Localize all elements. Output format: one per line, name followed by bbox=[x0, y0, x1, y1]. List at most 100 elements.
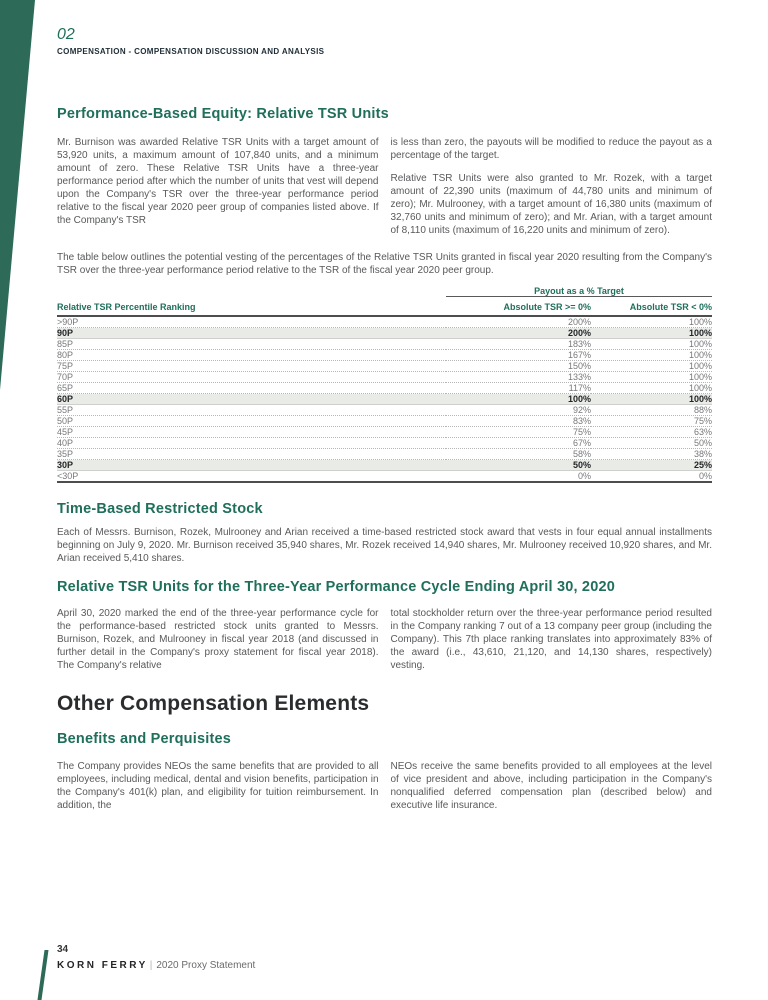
cell-percentile-rank: 90P bbox=[57, 327, 446, 339]
corner-accent-wedge bbox=[0, 0, 35, 390]
column-left: The Company provides NEOs the same benef… bbox=[57, 760, 379, 812]
cell-percentile-rank: >90P bbox=[57, 316, 446, 328]
heading-tsr-cycle: Relative TSR Units for the Three-Year Pe… bbox=[57, 579, 615, 595]
paragraph: April 30, 2020 marked the end of the thr… bbox=[57, 608, 379, 671]
tsr-cycle-columns: April 30, 2020 marked the end of the thr… bbox=[57, 607, 712, 672]
table-row: 35P 58% 38% bbox=[57, 448, 712, 460]
cell-percentile-rank: 35P bbox=[57, 448, 446, 460]
cell-payout-tsr-lt-0: 25% bbox=[591, 459, 712, 471]
cell-percentile-rank: 50P bbox=[57, 415, 446, 427]
cell-percentile-rank: 65P bbox=[57, 382, 446, 394]
table-row: >90P 200% 100% bbox=[57, 316, 712, 328]
table-row: 45P 75% 63% bbox=[57, 426, 712, 438]
table-row: 70P 133% 100% bbox=[57, 371, 712, 383]
paragraph: is less than zero, the payouts will be m… bbox=[390, 137, 713, 161]
table-intro-paragraph: The table below outlines the potential v… bbox=[57, 252, 712, 276]
table-row: 80P 167% 100% bbox=[57, 349, 712, 361]
column-header-tsr-lt-0: Absolute TSR < 0% bbox=[591, 296, 712, 317]
cell-payout-tsr-ge-0: 150% bbox=[446, 360, 591, 372]
column-right: NEOs receive the same benefits provided … bbox=[391, 760, 713, 812]
table-row: 60P 100% 100% bbox=[57, 393, 712, 405]
column-header-rank: Relative TSR Percentile Ranking bbox=[57, 296, 446, 317]
cell-payout-tsr-ge-0: 200% bbox=[446, 327, 591, 339]
cell-payout-tsr-lt-0: 100% bbox=[591, 327, 712, 339]
footer-separator: | bbox=[149, 960, 153, 971]
chapter-title: COMPENSATION - COMPENSATION DISCUSSION A… bbox=[57, 47, 325, 56]
column-right: is less than zero, the payouts will be m… bbox=[391, 136, 713, 237]
paragraph: The Company provides NEOs the same benef… bbox=[57, 761, 379, 811]
heading-time-based-restricted-stock: Time-Based Restricted Stock bbox=[57, 501, 263, 517]
cell-payout-tsr-ge-0: 200% bbox=[446, 316, 591, 328]
paragraph: Mr. Burnison was awarded Relative TSR Un… bbox=[57, 137, 379, 226]
cell-payout-tsr-ge-0: 67% bbox=[446, 437, 591, 449]
heading-performance-based-equity: Performance-Based Equity: Relative TSR U… bbox=[57, 106, 389, 122]
cell-payout-tsr-ge-0: 183% bbox=[446, 338, 591, 350]
cell-payout-tsr-lt-0: 0% bbox=[591, 470, 712, 483]
table-row: 55P 92% 88% bbox=[57, 404, 712, 416]
footer-line: KORN FERRY | 2020 Proxy Statement bbox=[57, 960, 255, 972]
tsr-table-body: >90P 200% 100% 90P 200% 100% 85P 183% 10… bbox=[57, 316, 712, 483]
cell-payout-tsr-lt-0: 100% bbox=[591, 338, 712, 350]
paragraph: Relative TSR Units were also granted to … bbox=[390, 173, 713, 236]
cell-payout-tsr-lt-0: 100% bbox=[591, 349, 712, 361]
heading-other-compensation-elements: Other Compensation Elements bbox=[57, 692, 370, 715]
cell-payout-tsr-lt-0: 100% bbox=[591, 371, 712, 383]
payout-group-header: Payout as a % Target bbox=[446, 286, 712, 297]
cell-payout-tsr-ge-0: 58% bbox=[446, 448, 591, 460]
table-row: 85P 183% 100% bbox=[57, 338, 712, 350]
time-based-paragraph: Each of Messrs. Burnison, Rozek, Mulroon… bbox=[57, 527, 712, 564]
cell-payout-tsr-lt-0: 100% bbox=[591, 393, 712, 405]
cell-percentile-rank: 55P bbox=[57, 404, 446, 416]
cell-payout-tsr-lt-0: 50% bbox=[591, 437, 712, 449]
cell-payout-tsr-lt-0: 88% bbox=[591, 404, 712, 416]
cell-percentile-rank: 40P bbox=[57, 437, 446, 449]
cell-percentile-rank: 70P bbox=[57, 371, 446, 383]
empty-header-cell bbox=[57, 286, 446, 297]
cell-payout-tsr-ge-0: 117% bbox=[446, 382, 591, 394]
page-number: 34 bbox=[57, 944, 69, 955]
paragraph: NEOs receive the same benefits provided … bbox=[390, 761, 713, 811]
cell-percentile-rank: 60P bbox=[57, 393, 446, 405]
group-header-row: Payout as a % Target bbox=[57, 286, 712, 297]
table-row: 65P 117% 100% bbox=[57, 382, 712, 394]
cell-payout-tsr-ge-0: 50% bbox=[446, 459, 591, 471]
performance-equity-columns: Mr. Burnison was awarded Relative TSR Un… bbox=[57, 136, 712, 237]
column-left: Mr. Burnison was awarded Relative TSR Un… bbox=[57, 136, 379, 237]
cell-percentile-rank: 75P bbox=[57, 360, 446, 372]
table-row: 75P 150% 100% bbox=[57, 360, 712, 372]
brand-name: KORN FERRY bbox=[57, 960, 148, 971]
heading-benefits-and-perquisites: Benefits and Perquisites bbox=[57, 731, 232, 747]
cell-payout-tsr-ge-0: 92% bbox=[446, 404, 591, 416]
tsr-vesting-table: Payout as a % Target Relative TSR Percen… bbox=[57, 286, 712, 483]
cell-payout-tsr-ge-0: 133% bbox=[446, 371, 591, 383]
cell-payout-tsr-ge-0: 167% bbox=[446, 349, 591, 361]
page-content: 02 COMPENSATION - COMPENSATION DISCUSSIO… bbox=[57, 0, 712, 812]
cell-payout-tsr-ge-0: 0% bbox=[446, 470, 591, 483]
table-row: <30P 0% 0% bbox=[57, 470, 712, 483]
cell-payout-tsr-lt-0: 100% bbox=[591, 382, 712, 394]
cell-payout-tsr-lt-0: 63% bbox=[591, 426, 712, 438]
chapter-number: 02 bbox=[57, 26, 75, 43]
benefits-columns: The Company provides NEOs the same benef… bbox=[57, 760, 712, 812]
table-row: 30P 50% 25% bbox=[57, 459, 712, 471]
page-footer: 34 KORN FERRY | 2020 Proxy Statement bbox=[57, 944, 255, 972]
cell-percentile-rank: 80P bbox=[57, 349, 446, 361]
table-row: 40P 67% 50% bbox=[57, 437, 712, 449]
column-header-tsr-ge-0: Absolute TSR >= 0% bbox=[446, 296, 591, 317]
tsr-table-head: Payout as a % Target Relative TSR Percen… bbox=[57, 286, 712, 317]
column-header-row: Relative TSR Percentile Ranking Absolute… bbox=[57, 296, 712, 317]
table-row: 90P 200% 100% bbox=[57, 327, 712, 339]
cell-payout-tsr-lt-0: 100% bbox=[591, 316, 712, 328]
cell-payout-tsr-ge-0: 75% bbox=[446, 426, 591, 438]
paragraph: total stockholder return over the three-… bbox=[390, 608, 713, 671]
cell-percentile-rank: 45P bbox=[57, 426, 446, 438]
column-left: April 30, 2020 marked the end of the thr… bbox=[57, 607, 379, 672]
footer-accent-bar bbox=[37, 950, 49, 1000]
cell-percentile-rank: 85P bbox=[57, 338, 446, 350]
cell-payout-tsr-ge-0: 100% bbox=[446, 393, 591, 405]
cell-percentile-rank: <30P bbox=[57, 470, 446, 483]
table-row: 50P 83% 75% bbox=[57, 415, 712, 427]
cell-payout-tsr-lt-0: 75% bbox=[591, 415, 712, 427]
cell-payout-tsr-lt-0: 38% bbox=[591, 448, 712, 460]
